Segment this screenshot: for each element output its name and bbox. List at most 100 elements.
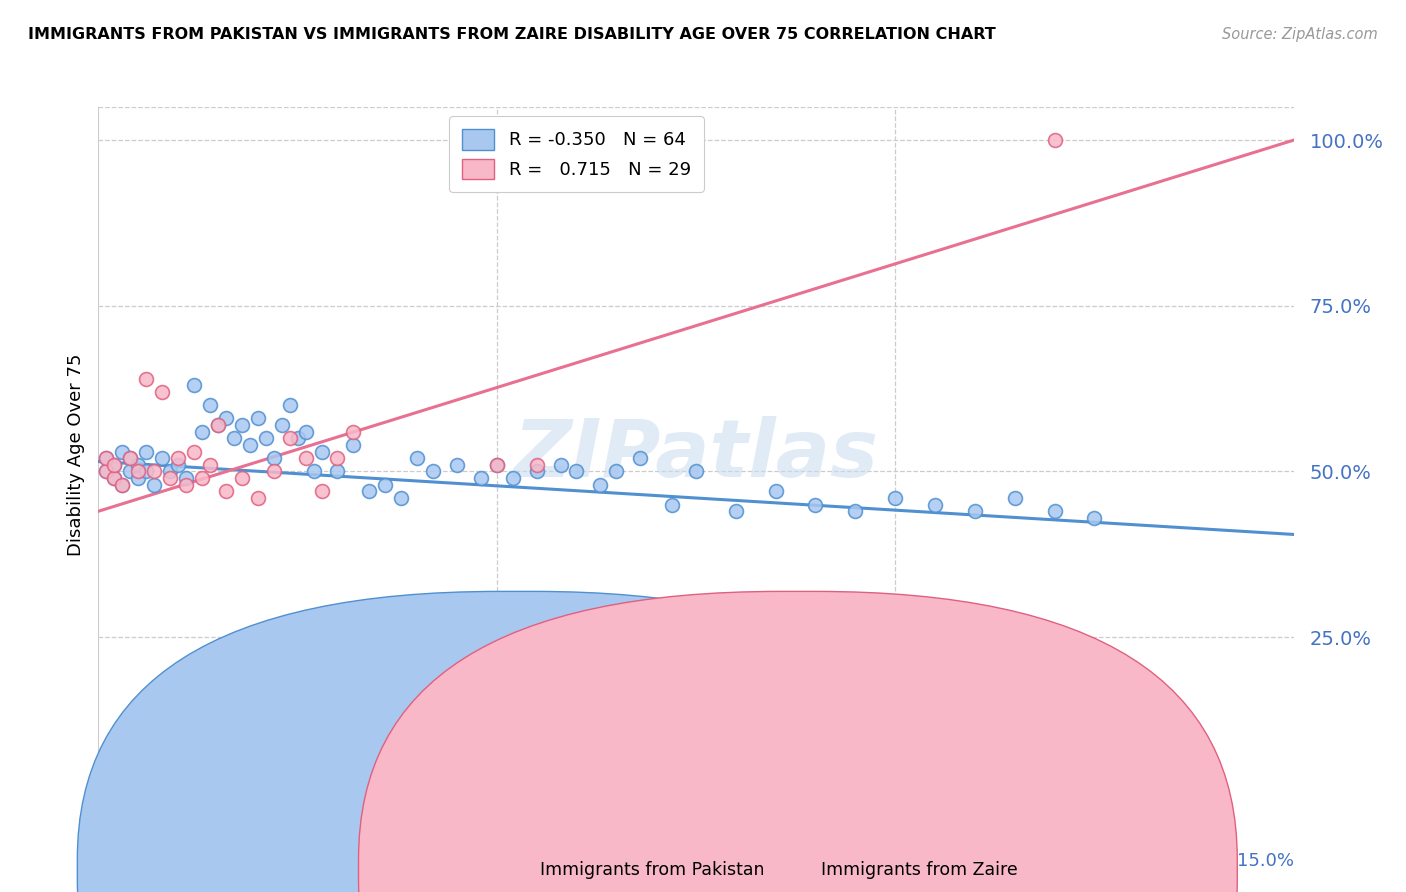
Point [231, 418, 253, 433]
Point [485, 458, 508, 472]
Text: ZIPatlas: ZIPatlas [513, 416, 879, 494]
Point [724, 504, 747, 518]
Point [502, 471, 524, 485]
Point [422, 465, 444, 479]
Point [294, 451, 316, 466]
Point [135, 372, 157, 386]
Point [103, 471, 125, 485]
Point [661, 498, 683, 512]
Point [96, 451, 118, 466]
Point [207, 418, 229, 433]
Point [198, 458, 221, 472]
Point [246, 411, 269, 425]
Point [526, 465, 548, 479]
Legend: R = -0.350   N = 64, R =   0.715   N = 29: R = -0.350 N = 64, R = 0.715 N = 29 [450, 116, 703, 192]
Text: Immigrants from Zaire: Immigrants from Zaire [821, 861, 1018, 879]
Point [765, 484, 787, 499]
Point [96, 465, 118, 479]
Point [605, 465, 627, 479]
Point [167, 451, 190, 466]
Point [103, 458, 125, 472]
Point [96, 451, 118, 466]
Text: Immigrants from Pakistan: Immigrants from Pakistan [540, 861, 765, 879]
Point [111, 477, 134, 491]
Point [374, 477, 396, 491]
Point [135, 465, 157, 479]
Point [127, 465, 149, 479]
Point [215, 484, 238, 499]
Point [198, 398, 221, 412]
Point [311, 444, 333, 458]
Point [342, 438, 364, 452]
Point [342, 425, 364, 439]
Point [150, 451, 173, 466]
Point [183, 444, 205, 458]
Point [804, 498, 827, 512]
Point [1123, 663, 1146, 677]
Point [1043, 133, 1066, 147]
Point [207, 418, 229, 433]
Point [1043, 504, 1066, 518]
Point [191, 471, 214, 485]
Point [550, 458, 572, 472]
Point [103, 471, 125, 485]
Point [120, 451, 142, 466]
Point [127, 458, 149, 472]
Point [884, 491, 907, 505]
Point [565, 465, 588, 479]
Point [174, 471, 197, 485]
Point [191, 425, 214, 439]
Point [246, 491, 269, 505]
Point [963, 504, 986, 518]
Point [278, 431, 301, 445]
Point [263, 465, 285, 479]
Point [111, 477, 134, 491]
Point [222, 431, 245, 445]
Point [120, 451, 142, 466]
Point [183, 378, 205, 392]
Point [526, 458, 548, 472]
Point [270, 418, 292, 433]
Point [215, 411, 238, 425]
Point [96, 465, 118, 479]
Point [1004, 491, 1026, 505]
Point [359, 484, 381, 499]
Point [239, 438, 262, 452]
Point [485, 458, 508, 472]
Point [254, 431, 277, 445]
Point [143, 465, 166, 479]
Text: 0.0%: 0.0% [98, 852, 143, 870]
Point [231, 471, 253, 485]
Point [302, 465, 325, 479]
Point [589, 477, 612, 491]
Point [326, 465, 349, 479]
Text: Source: ZipAtlas.com: Source: ZipAtlas.com [1222, 27, 1378, 42]
Text: 15.0%: 15.0% [1236, 852, 1294, 870]
Point [111, 444, 134, 458]
Point [150, 384, 173, 399]
Point [1083, 511, 1105, 525]
Point [159, 471, 181, 485]
Point [446, 458, 468, 472]
Point [406, 451, 429, 466]
Point [174, 477, 197, 491]
Point [135, 444, 157, 458]
Point [389, 491, 412, 505]
Point [278, 398, 301, 412]
Point [159, 465, 181, 479]
Text: IMMIGRANTS FROM PAKISTAN VS IMMIGRANTS FROM ZAIRE DISABILITY AGE OVER 75 CORRELA: IMMIGRANTS FROM PAKISTAN VS IMMIGRANTS F… [28, 27, 995, 42]
Point [924, 498, 946, 512]
Point [685, 465, 707, 479]
Point [127, 471, 149, 485]
Point [103, 458, 125, 472]
Point [287, 431, 309, 445]
Point [470, 471, 492, 485]
Point [167, 458, 190, 472]
Point [143, 477, 166, 491]
Point [120, 465, 142, 479]
Point [628, 451, 651, 466]
Y-axis label: Disability Age Over 75: Disability Age Over 75 [66, 353, 84, 557]
Point [263, 451, 285, 466]
Point [844, 504, 866, 518]
Point [311, 484, 333, 499]
